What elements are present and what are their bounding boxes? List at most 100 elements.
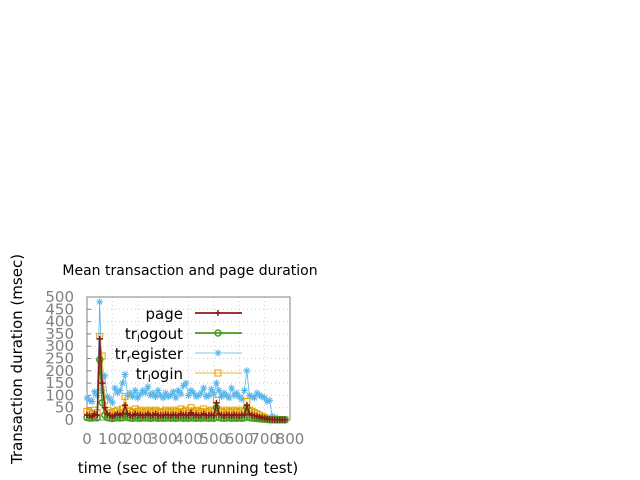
x-tick-label: 800: [276, 430, 305, 448]
star-stroke: [155, 387, 161, 394]
star-stroke: [167, 392, 174, 399]
star-stroke: [119, 380, 126, 386]
page-point: [210, 412, 217, 419]
legend-label: trlogout: [125, 325, 183, 345]
register-point: [96, 298, 104, 306]
register-point: [261, 394, 269, 402]
register-point: [215, 386, 223, 394]
star-stroke: [211, 391, 217, 398]
y-tick-label: 0: [64, 411, 74, 429]
register-point: [111, 384, 119, 392]
page-point: [99, 380, 106, 387]
register-point: [162, 389, 170, 397]
star-stroke: [96, 299, 103, 305]
star-stroke: [178, 391, 184, 398]
register-point: [266, 396, 274, 404]
register-point: [225, 394, 233, 402]
register-point: [167, 391, 175, 399]
y-tick-label: 400: [45, 313, 74, 331]
logout-point: [98, 399, 106, 407]
y-axis-title: Transaction duration (msec): [8, 254, 26, 465]
register-point: [212, 379, 220, 387]
star-stroke: [89, 398, 95, 405]
page-point: [243, 402, 250, 409]
x-tick-label: 600: [225, 430, 254, 448]
register-point: [144, 383, 152, 391]
register-point: [88, 398, 96, 406]
legend-label: trregister: [115, 345, 184, 365]
login-point: [121, 393, 129, 401]
register-point: [131, 386, 139, 394]
y-tick-label: 350: [45, 325, 74, 343]
x-tick-label: 200: [123, 430, 152, 448]
star-stroke: [145, 383, 151, 390]
legend-item-tr-login: trlogin: [136, 365, 242, 385]
star-stroke: [91, 388, 98, 395]
series-page: [84, 335, 288, 423]
star-stroke: [117, 387, 123, 394]
y-tick-label: 150: [45, 374, 74, 392]
x-tick-label: 500: [200, 430, 229, 448]
legend-label: page: [146, 305, 183, 323]
star-stroke: [134, 395, 141, 401]
register-point: [197, 389, 205, 397]
register-point: [91, 388, 99, 396]
register-point: [108, 399, 116, 407]
y-tick-label: 450: [45, 300, 74, 318]
star-stroke: [200, 385, 207, 391]
star-stroke: [208, 386, 215, 393]
star-stroke: [132, 387, 139, 394]
legend-item-tr-register: trregister: [115, 345, 242, 365]
register-point: [119, 379, 127, 387]
y-tick-label: 250: [45, 350, 74, 368]
star-stroke: [244, 367, 250, 374]
star-stroke: [150, 390, 156, 396]
star-stroke: [86, 397, 93, 404]
logout-point: [214, 329, 222, 337]
star-stroke: [238, 396, 245, 402]
star-stroke: [215, 350, 221, 356]
register-point: [228, 384, 236, 392]
register-point: [172, 394, 180, 402]
register-point: [250, 394, 258, 402]
legend-item-page: page: [146, 305, 242, 323]
register-point: [174, 386, 182, 394]
register-point: [210, 390, 218, 398]
star-stroke: [228, 385, 235, 391]
y-tick-label: 50: [55, 399, 74, 417]
page-point: [101, 404, 108, 411]
star-stroke: [261, 395, 268, 401]
register-point: [205, 391, 213, 399]
star-stroke: [216, 387, 222, 394]
star-stroke: [246, 392, 253, 399]
star-stroke: [175, 387, 182, 394]
y-tick-label: 100: [45, 386, 74, 404]
page-point: [281, 416, 288, 423]
star-stroke: [142, 390, 149, 396]
star-stroke: [213, 380, 220, 386]
register-point: [141, 389, 149, 397]
y-tick-label: 300: [45, 337, 74, 355]
register-point: [154, 386, 162, 394]
star-stroke: [112, 385, 118, 391]
star-stroke: [256, 392, 263, 399]
page-point: [96, 335, 103, 342]
register-point: [243, 367, 251, 375]
page-point: [213, 399, 220, 406]
register-point: [134, 394, 142, 402]
star-stroke: [259, 393, 265, 400]
register-point: [240, 386, 248, 394]
star-stroke: [190, 390, 197, 396]
x-tick-label: 100: [98, 430, 127, 448]
star-stroke: [266, 397, 273, 404]
y-tick-label: 200: [45, 362, 74, 380]
page-point: [241, 412, 248, 419]
register-point: [190, 389, 198, 397]
star-stroke: [109, 399, 116, 406]
star-stroke: [129, 393, 136, 400]
register-point: [233, 389, 241, 397]
